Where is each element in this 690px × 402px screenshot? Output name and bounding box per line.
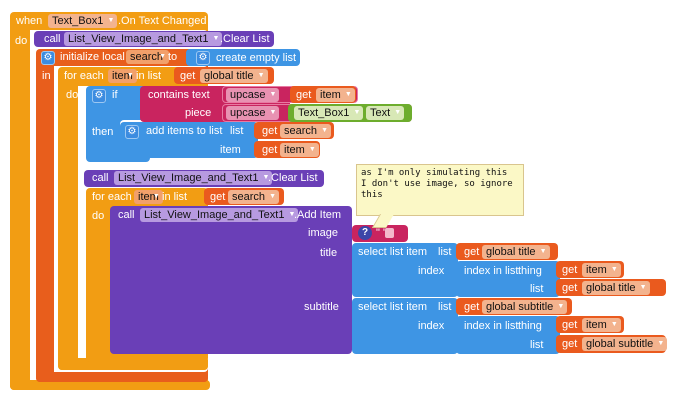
index-in-list-title[interactable] <box>456 261 560 297</box>
text-label: text <box>192 89 210 101</box>
component-dropdown[interactable]: Text_Box1 <box>48 14 118 28</box>
get-label: get <box>562 264 578 276</box>
foreach1-item-var[interactable]: item <box>108 69 137 83</box>
foreach1-label: for each <box>64 70 104 82</box>
item-dropdown-3[interactable]: item <box>582 263 621 277</box>
comment-line-3: this <box>361 190 383 200</box>
get-label: get <box>180 70 196 82</box>
item-dropdown-4[interactable]: item <box>582 318 621 332</box>
when-label: when <box>16 15 43 27</box>
call1-component-dropdown[interactable]: List_View_Image_and_Text1 <box>64 32 223 46</box>
item-dropdown-2[interactable]: item <box>280 143 319 157</box>
thing-label: thing <box>518 320 542 332</box>
search-dropdown-2[interactable]: search <box>228 190 280 204</box>
contains-label: contains <box>148 89 189 101</box>
list-label: list <box>438 301 452 313</box>
call1-method: .Clear List <box>220 33 270 45</box>
subtitle-label: subtitle <box>304 301 339 313</box>
call2-label: call <box>92 172 109 184</box>
list-label: list <box>530 283 544 295</box>
select-label: select list item <box>358 301 428 313</box>
gear-icon[interactable]: ⚙ <box>92 89 106 103</box>
call3-label: call <box>118 209 135 221</box>
then-label: then <box>92 126 114 138</box>
get-label: get <box>262 144 278 156</box>
global-title-dropdown-3[interactable]: global title <box>582 281 650 295</box>
comment-bubble: as I'm only simulating this I don't use … <box>356 164 524 216</box>
gear-icon[interactable]: ⚙ <box>125 125 139 139</box>
foreach2-do: do <box>92 210 105 222</box>
get-label: get <box>296 89 312 101</box>
call-add-item[interactable] <box>110 206 352 354</box>
image-label: image <box>308 227 338 239</box>
comment-badge[interactable]: ? <box>358 226 372 240</box>
get-label: get <box>464 301 480 313</box>
text-prop-dropdown[interactable]: Text <box>366 106 405 120</box>
get-label: get <box>262 125 278 137</box>
gear-icon[interactable]: ⚙ <box>41 51 55 65</box>
call3-method: .Add Item <box>294 209 342 221</box>
get-label: get <box>210 191 226 203</box>
do-label: do <box>15 35 28 47</box>
foreach2-in-list: in list <box>162 191 188 203</box>
global-subtitle-dropdown-2[interactable]: global subtitle <box>582 337 668 351</box>
foreach2-label: for each <box>92 191 132 203</box>
select-label: select list item <box>358 246 428 258</box>
index-label: index <box>418 320 445 332</box>
to-label: to <box>168 51 178 63</box>
text-box-dropdown[interactable]: Text_Box1 <box>294 106 364 120</box>
event-name-label: .On Text Changed <box>118 15 207 27</box>
item-dropdown-1[interactable]: item <box>316 88 355 102</box>
get-label: get <box>562 282 578 294</box>
add-items-block[interactable] <box>120 122 258 158</box>
search-dropdown[interactable]: search <box>280 124 332 138</box>
comment-line-2: I don't use image, so ignore <box>361 179 513 189</box>
foreach1-do: do <box>66 89 79 101</box>
list-label: list <box>530 339 544 351</box>
init-label: initialize local <box>60 51 125 63</box>
index-in-list-label: index in list <box>464 320 519 332</box>
index-in-list-subtitle[interactable] <box>456 316 560 354</box>
create-empty-list-block[interactable] <box>186 49 300 66</box>
get-label: get <box>464 246 480 258</box>
upcase-dropdown-1[interactable]: upcase <box>226 88 280 102</box>
call2-method: .Clear List <box>268 172 318 184</box>
if-label: if <box>112 89 118 101</box>
add-items-label: add items to list <box>146 125 223 137</box>
empty-text-label: " " <box>376 227 387 239</box>
gear-icon[interactable]: ⚙ <box>196 51 210 65</box>
local-var-name[interactable]: search <box>126 50 170 64</box>
global-title-dropdown[interactable]: global title <box>200 69 268 83</box>
index-in-list-label: index in list <box>464 265 519 277</box>
global-subtitle-dropdown[interactable]: global subtitle <box>482 300 568 314</box>
global-title-dropdown-2[interactable]: global title <box>482 245 550 259</box>
get-label: get <box>562 338 578 350</box>
piece-label: piece <box>185 107 212 119</box>
item-label: item <box>220 144 241 156</box>
list-label: list <box>438 246 452 258</box>
event-bottom <box>10 380 210 390</box>
select-list-item-title[interactable] <box>352 243 458 297</box>
get-label: get <box>562 319 578 331</box>
comment-line-1: as I'm only simulating this <box>361 168 508 178</box>
create-empty-list-label: create empty list <box>216 52 297 64</box>
init-bottom <box>36 372 208 382</box>
foreach1-in-list: in list <box>136 70 162 82</box>
title-label: title <box>320 247 338 259</box>
thing-label: thing <box>518 265 542 277</box>
list-label: list <box>230 125 244 137</box>
call2-component-dropdown[interactable]: List_View_Image_and_Text1 <box>114 171 273 185</box>
call3-component-dropdown[interactable]: List_View_Image_and_Text1 <box>140 208 299 222</box>
in-label: in <box>42 70 51 82</box>
index-label: index <box>418 265 445 277</box>
upcase-dropdown-2[interactable]: upcase <box>226 106 280 120</box>
select-list-item-subtitle[interactable] <box>352 298 458 354</box>
call1-label: call <box>44 33 61 45</box>
foreach2-item-var[interactable]: item <box>134 190 163 204</box>
empty-text-value[interactable] <box>385 228 394 238</box>
